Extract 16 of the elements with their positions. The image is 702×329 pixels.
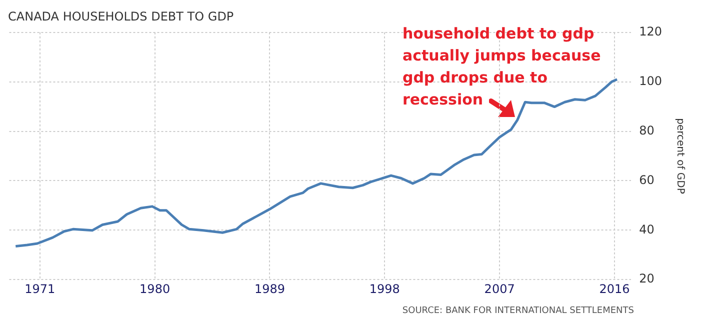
x-tick-label: 2016: [599, 282, 630, 296]
y-tick-label: 80: [639, 123, 654, 138]
x-tick-label: 1971: [24, 282, 56, 296]
y-tick-label: 100: [639, 74, 662, 88]
annotation: household debt to gdp actually jumps because gdp drops due to recession: [402, 24, 601, 108]
x-tick-label: 1989: [254, 282, 286, 296]
x-tick-label: 1980: [140, 282, 170, 296]
y-axis-title: percent of GDP: [674, 118, 686, 194]
x-tick-label: 1998: [369, 282, 400, 296]
chart-title: CANADA HOUSEHOLDS DEBT TO GDP: [8, 9, 234, 24]
y-tick-label: 20: [639, 272, 654, 286]
x-tick-label: 2007: [484, 282, 515, 296]
y-tick-label: 60: [639, 172, 654, 187]
source-note: SOURCE: BANK FOR INTERNATIONAL SETTLEMENTS: [401, 306, 635, 316]
y-tick-label: 120: [639, 24, 662, 39]
y-tick-label: 40: [639, 222, 654, 236]
